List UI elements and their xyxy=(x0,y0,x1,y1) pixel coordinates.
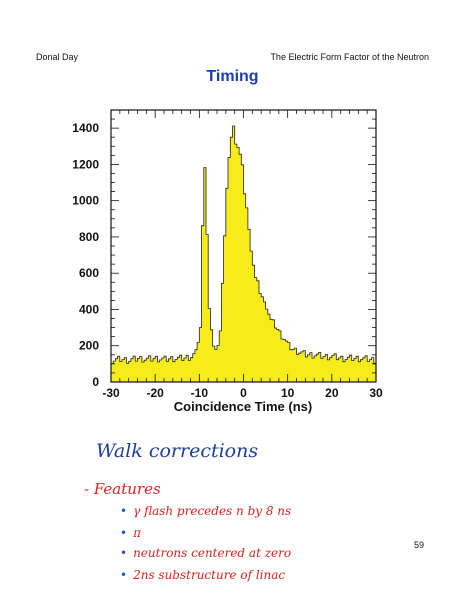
note-item: • neutrons centered at zero xyxy=(120,546,291,560)
y-tick-label: 200 xyxy=(79,339,99,353)
bullet-icon: • xyxy=(120,504,128,518)
x-tick-label: -10 xyxy=(191,386,209,400)
y-tick-label: 1200 xyxy=(72,157,99,171)
note-heading: Walk corrections xyxy=(96,440,259,462)
timing-histogram: -30 -20 -10 0 10 20 30 0 200 400 600 800 1000 1200 14… xyxy=(72,109,383,414)
bullet-icon: • xyxy=(120,526,128,540)
plot-area xyxy=(110,109,377,383)
x-tick-label: -20 xyxy=(146,386,164,400)
x-tick-label: 0 xyxy=(240,386,247,400)
y-tick-label: 600 xyxy=(79,266,99,280)
y-tick-labels: 0 200 400 600 800 1000 1200 1400 xyxy=(72,121,99,389)
x-tick-labels: -30 -20 -10 0 10 20 30 xyxy=(102,386,383,400)
note-item-text: 2ns substructure of linac xyxy=(133,568,286,582)
note-item: • π xyxy=(120,526,141,540)
x-axis-label: Coincidence Time (ns) xyxy=(174,399,312,414)
bullet-icon: • xyxy=(120,546,128,560)
x-tick-label: -30 xyxy=(102,386,120,400)
histogram-outline xyxy=(111,125,376,364)
histogram-fill xyxy=(111,126,376,382)
talk-title: The Electric Form Factor of the Neutron xyxy=(270,52,429,62)
y-tick-label: 800 xyxy=(79,230,99,244)
note-features-label: - Features xyxy=(84,480,161,498)
bullet-icon: • xyxy=(120,568,128,582)
y-tick-label: 400 xyxy=(79,302,99,316)
note-item-text: γ flash precedes n by 8 ns xyxy=(133,504,292,518)
note-item: • 2ns substructure of linac xyxy=(120,568,285,582)
x-tick-label: 10 xyxy=(281,386,295,400)
note-item-text: neutrons centered at zero xyxy=(133,546,292,560)
x-tick-label: 30 xyxy=(369,386,383,400)
y-tick-label: 1000 xyxy=(72,194,99,208)
page-number: 59 xyxy=(414,540,425,550)
note-item-text: π xyxy=(133,526,141,540)
x-tick-label: 20 xyxy=(325,386,339,400)
y-tick-label: 1400 xyxy=(72,121,99,135)
note-item: • γ flash precedes n by 8 ns xyxy=(120,504,291,518)
y-tick-label: 0 xyxy=(92,375,99,389)
slide-title: Timing xyxy=(206,68,259,85)
author-name: Donal Day xyxy=(36,52,79,62)
